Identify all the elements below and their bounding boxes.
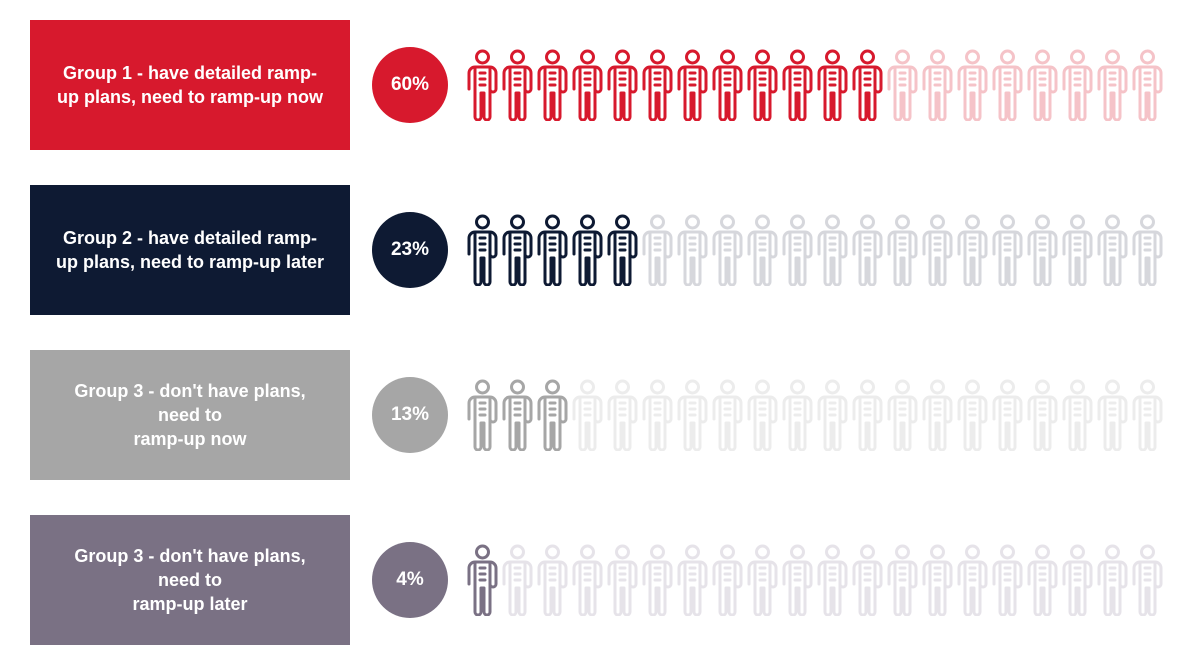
person-icon	[571, 214, 604, 286]
person-icon	[1026, 49, 1059, 121]
person-icon	[921, 379, 954, 451]
person-icon	[501, 49, 534, 121]
person-icon	[1026, 214, 1059, 286]
people-pictogram-row	[466, 214, 1170, 286]
person-icon	[746, 49, 779, 121]
person-icon	[466, 544, 499, 616]
group-label: Group 3 - don't have plans, need toramp-…	[30, 350, 350, 480]
person-icon	[781, 544, 814, 616]
person-icon	[1096, 379, 1129, 451]
person-icon	[816, 544, 849, 616]
people-pictogram-row	[466, 379, 1170, 451]
person-icon	[1131, 379, 1164, 451]
people-pictogram-row	[466, 544, 1170, 616]
person-icon	[641, 544, 674, 616]
person-icon	[956, 379, 989, 451]
person-icon	[571, 49, 604, 121]
chart-row: Group 3 - don't have plans, need toramp-…	[30, 350, 1170, 480]
person-icon	[676, 379, 709, 451]
person-icon	[606, 214, 639, 286]
person-icon	[886, 214, 919, 286]
person-icon	[746, 214, 779, 286]
person-icon	[501, 544, 534, 616]
person-icon	[886, 49, 919, 121]
person-icon	[1061, 49, 1094, 121]
person-icon	[1131, 214, 1164, 286]
person-icon	[641, 49, 674, 121]
person-icon	[1061, 379, 1094, 451]
person-icon	[606, 49, 639, 121]
person-icon	[711, 214, 744, 286]
person-icon	[816, 49, 849, 121]
person-icon	[1096, 544, 1129, 616]
person-icon	[676, 544, 709, 616]
chart-row: Group 3 - don't have plans, need toramp-…	[30, 515, 1170, 645]
percent-badge: 60%	[372, 47, 448, 123]
person-icon	[851, 379, 884, 451]
person-icon	[1061, 544, 1094, 616]
person-icon	[991, 379, 1024, 451]
pictogram-chart: Group 1 - have detailed ramp-up plans, n…	[0, 0, 1200, 665]
person-icon	[1061, 214, 1094, 286]
person-icon	[921, 544, 954, 616]
chart-row: Group 1 - have detailed ramp-up plans, n…	[30, 20, 1170, 150]
people-pictogram-row	[466, 49, 1170, 121]
person-icon	[781, 49, 814, 121]
person-icon	[851, 214, 884, 286]
person-icon	[991, 49, 1024, 121]
person-icon	[641, 379, 674, 451]
group-label: Group 3 - don't have plans, need toramp-…	[30, 515, 350, 645]
person-icon	[711, 49, 744, 121]
person-icon	[1096, 49, 1129, 121]
person-icon	[501, 214, 534, 286]
person-icon	[676, 214, 709, 286]
person-icon	[711, 379, 744, 451]
person-icon	[606, 544, 639, 616]
person-icon	[1131, 544, 1164, 616]
person-icon	[1131, 49, 1164, 121]
person-icon	[711, 544, 744, 616]
person-icon	[536, 214, 569, 286]
person-icon	[466, 214, 499, 286]
person-icon	[991, 214, 1024, 286]
percent-badge: 4%	[372, 542, 448, 618]
person-icon	[991, 544, 1024, 616]
person-icon	[641, 214, 674, 286]
person-icon	[851, 49, 884, 121]
percent-badge: 13%	[372, 377, 448, 453]
person-icon	[746, 379, 779, 451]
percent-badge: 23%	[372, 212, 448, 288]
person-icon	[1026, 379, 1059, 451]
person-icon	[921, 49, 954, 121]
person-icon	[571, 379, 604, 451]
person-icon	[886, 544, 919, 616]
group-label: Group 2 - have detailed ramp-up plans, n…	[30, 185, 350, 315]
person-icon	[851, 544, 884, 616]
person-icon	[781, 379, 814, 451]
chart-row: Group 2 - have detailed ramp-up plans, n…	[30, 185, 1170, 315]
person-icon	[606, 379, 639, 451]
person-icon	[956, 544, 989, 616]
person-icon	[746, 544, 779, 616]
person-icon	[816, 379, 849, 451]
person-icon	[501, 379, 534, 451]
person-icon	[1026, 544, 1059, 616]
person-icon	[466, 49, 499, 121]
person-icon	[571, 544, 604, 616]
person-icon	[886, 379, 919, 451]
person-icon	[921, 214, 954, 286]
person-icon	[781, 214, 814, 286]
person-icon	[466, 379, 499, 451]
person-icon	[1096, 214, 1129, 286]
group-label: Group 1 - have detailed ramp-up plans, n…	[30, 20, 350, 150]
person-icon	[956, 214, 989, 286]
person-icon	[676, 49, 709, 121]
person-icon	[956, 49, 989, 121]
person-icon	[536, 379, 569, 451]
person-icon	[536, 544, 569, 616]
person-icon	[816, 214, 849, 286]
person-icon	[536, 49, 569, 121]
